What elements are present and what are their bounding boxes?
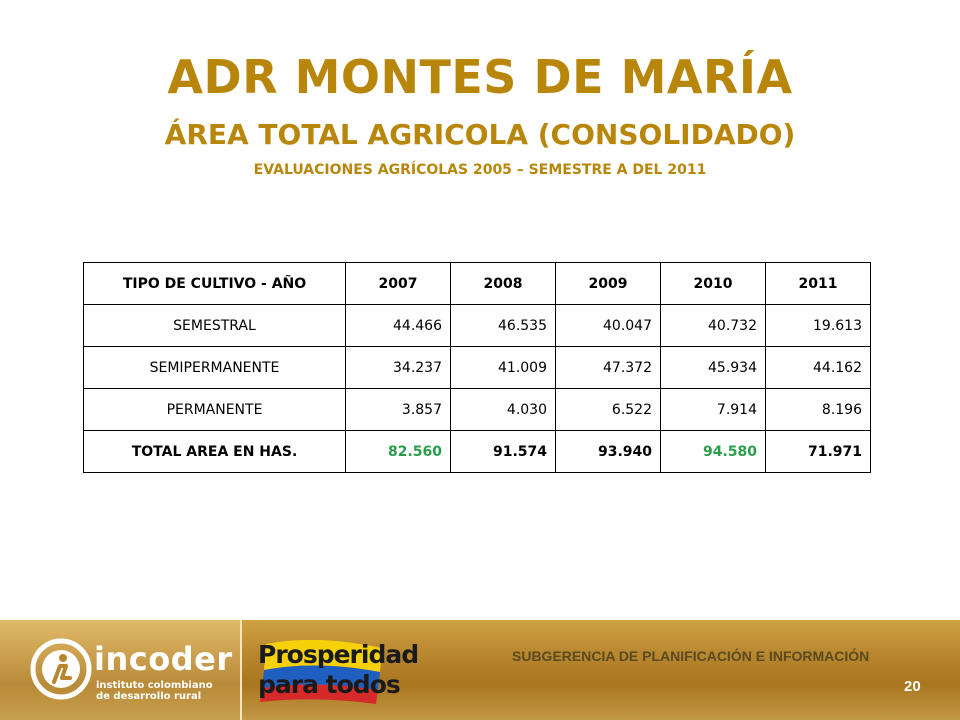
incoder-logo-text: incoder bbox=[94, 640, 233, 678]
table-cell: 40.047 bbox=[555, 304, 661, 347]
total-cell-highlighted: 94.580 bbox=[660, 430, 766, 473]
table-cell: 8.196 bbox=[765, 388, 871, 431]
total-cell-highlighted: 82.560 bbox=[345, 430, 451, 473]
total-cell: 71.971 bbox=[765, 430, 871, 473]
table-cell: 44.162 bbox=[765, 346, 871, 389]
table-cell: 46.535 bbox=[450, 304, 556, 347]
slogan-line2: para todos bbox=[258, 670, 401, 699]
incoder-logo-icon bbox=[30, 638, 92, 700]
table-header-row: TIPO DE CULTIVO - AÑO 2007 2008 2009 201… bbox=[83, 262, 871, 305]
table-cell: 41.009 bbox=[450, 346, 556, 389]
crop-area-table: TIPO DE CULTIVO - AÑO 2007 2008 2009 201… bbox=[83, 262, 871, 473]
table-cell: 19.613 bbox=[765, 304, 871, 347]
prosperidad-logo: Prosperidad para todos bbox=[256, 634, 419, 710]
slide-subsubtitle: EVALUACIONES AGRÍCOLAS 2005 – SEMESTRE A… bbox=[253, 162, 707, 178]
slide-title: ADR MONTES DE MARÍA bbox=[167, 50, 793, 104]
total-cell: 91.574 bbox=[450, 430, 556, 473]
footer-band: incoder instituto colombiano de desarrol… bbox=[0, 620, 960, 720]
page-number: 20 bbox=[904, 678, 921, 695]
header-cell: 2008 bbox=[450, 262, 556, 305]
table-cell: 7.914 bbox=[660, 388, 766, 431]
table-total-row: TOTAL AREA EN HAS. 82.560 91.574 93.940 … bbox=[83, 430, 871, 473]
total-cell: 93.940 bbox=[555, 430, 661, 473]
incoder-tagline-line2: de desarrollo rural bbox=[96, 691, 202, 702]
incoder-tagline-line1: instituto colombiano bbox=[96, 680, 213, 691]
row-label: TOTAL AREA EN HAS. bbox=[83, 430, 346, 473]
table-cell: 45.934 bbox=[660, 346, 766, 389]
table-cell: 4.030 bbox=[450, 388, 556, 431]
header-cell: 2010 bbox=[660, 262, 766, 305]
footer-divider bbox=[240, 620, 242, 720]
footer-logo-panel bbox=[0, 620, 240, 720]
header-cell: 2007 bbox=[345, 262, 451, 305]
header-cell: 2009 bbox=[555, 262, 661, 305]
table-row: SEMIPERMANENTE 34.237 41.009 47.372 45.9… bbox=[83, 346, 871, 389]
table-cell: 47.372 bbox=[555, 346, 661, 389]
slogan-line1: Prosperidad bbox=[258, 640, 419, 669]
table-cell: 3.857 bbox=[345, 388, 451, 431]
prosperidad-flag-icon bbox=[260, 639, 382, 704]
table-cell: 40.732 bbox=[660, 304, 766, 347]
header-cell: TIPO DE CULTIVO - AÑO bbox=[83, 262, 346, 305]
slide-subtitle: ÁREA TOTAL AGRICOLA (CONSOLIDADO) bbox=[164, 118, 796, 151]
table-cell: 44.466 bbox=[345, 304, 451, 347]
header-cell: 2011 bbox=[765, 262, 871, 305]
table-row: SEMESTRAL 44.466 46.535 40.047 40.732 19… bbox=[83, 304, 871, 347]
table-cell: 34.237 bbox=[345, 346, 451, 389]
table-cell: 6.522 bbox=[555, 388, 661, 431]
incoder-tagline: instituto colombiano de desarrollo rural bbox=[96, 680, 236, 702]
department-label: SUBGERENCIA DE PLANIFICACIÓN E INFORMACI… bbox=[512, 648, 870, 664]
row-label: PERMANENTE bbox=[83, 388, 346, 431]
row-label: SEMIPERMANENTE bbox=[83, 346, 346, 389]
table-row: PERMANENTE 3.857 4.030 6.522 7.914 8.196 bbox=[83, 388, 871, 431]
row-label: SEMESTRAL bbox=[83, 304, 346, 347]
